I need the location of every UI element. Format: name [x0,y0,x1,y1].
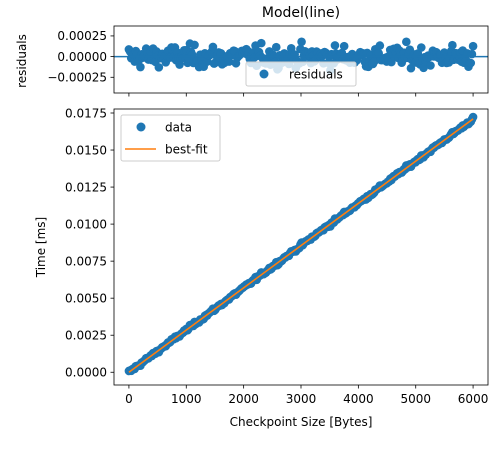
x-tick-label: 4000 [343,392,374,406]
residual-point [154,63,164,72]
y-tick-label: 0.0175 [65,106,107,120]
y-tick-label: 0.0100 [65,217,107,231]
residual-point [175,60,184,69]
main-panel: Checkpoint Size [Bytes] Time [ms] 0.0000… [34,106,489,429]
residual-point [339,41,349,51]
residual-point [468,41,478,51]
legend-label-data: data [165,121,192,135]
residuals-axes-frame [113,25,489,94]
data-point [468,112,478,122]
residuals-y-tick-label: 0.00025 [57,29,107,43]
residuals-y-ticks: −0.00025 0.00000 0.00025 [47,29,114,85]
residual-point [136,62,145,72]
y-axis-label: Time [ms] [34,217,48,279]
chart-title: Model(line) [262,5,340,21]
residual-point [330,41,340,50]
residual-point [402,37,411,47]
best-fit-line [128,118,474,373]
y-tick-label: 0.0050 [65,291,107,305]
x-axis-label: Checkpoint Size [Bytes] [230,415,373,429]
x-tick-label: 1000 [171,392,202,406]
y-ticks: 0.0000 0.0025 0.0050 0.0075 0.0100 0.0125 0.01… [65,106,114,380]
residual-point [416,43,426,52]
residual-point [208,42,218,52]
x-ticks: 0 1000 2000 3000 4000 5000 6000 [125,385,488,406]
residual-point [190,40,199,50]
legend-marker-residuals [259,69,269,79]
residuals-x-ticks [128,93,474,97]
residual-point [369,57,379,66]
x-tick-label: 3000 [286,392,317,406]
residuals-y-axis-label: residuals [15,34,29,88]
residual-point [406,63,416,73]
main-legend: data best-fit [120,114,221,162]
y-tick-label: 0.0025 [65,329,107,343]
y-tick-label: 0.0000 [65,366,107,380]
residual-point [448,40,457,50]
x-tick-label: 6000 [458,392,489,406]
y-tick-label: 0.0125 [65,180,107,194]
residuals-panel: Model(line) residuals −0.00025 0.00000 0.0… [15,5,489,97]
residual-point [466,58,476,68]
x-tick-label: 2000 [228,392,259,406]
main-axes-frame [113,108,489,386]
legend-marker-data [136,122,146,132]
residual-point [256,38,266,48]
x-tick-label: 5000 [400,392,431,406]
residual-point [224,57,234,66]
x-tick-label: 0 [125,392,133,406]
residual-point [297,37,306,47]
residuals-y-tick-label: −0.00025 [47,71,107,85]
y-tick-label: 0.0075 [65,254,107,268]
legend-label-residuals: residuals [289,68,343,82]
y-tick-label: 0.0150 [65,143,107,157]
residuals-legend: residuals [245,61,357,87]
residual-point [426,61,435,70]
residual-point [375,41,385,50]
legend-label-best-fit: best-fit [165,143,208,157]
residuals-y-tick-label: 0.00000 [57,50,107,64]
residual-point [271,42,281,52]
